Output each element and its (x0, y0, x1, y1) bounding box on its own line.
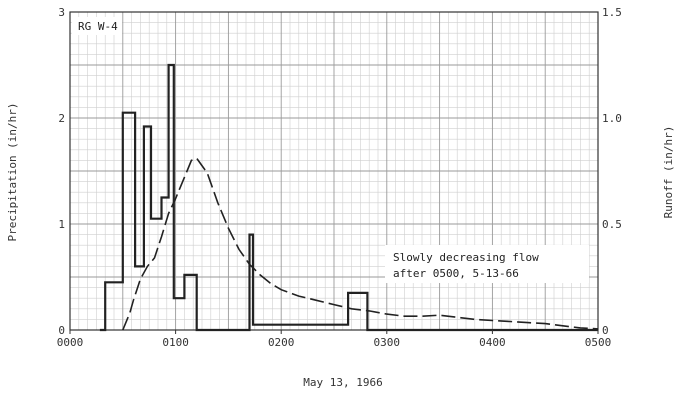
series-layer (99, 63, 599, 332)
annotation-line-2: after 0500, 5-13-66 (393, 267, 519, 280)
runoff-line (122, 157, 599, 331)
x-tick-label: 0200 (268, 336, 295, 349)
plot-frame (69, 11, 599, 331)
right-tick-label: 0.5 (602, 218, 622, 231)
gauge-label-box: RG W-4 (72, 17, 122, 35)
x-tick-label: 0100 (162, 336, 189, 349)
right-axis-title: Runoff (in/hr) (662, 126, 675, 219)
left-tick-label: 2 (58, 112, 65, 125)
gauge-label: RG W-4 (78, 20, 118, 33)
x-axis-title: May 13, 1966 (303, 376, 382, 389)
x-tick-label: 0300 (374, 336, 401, 349)
x-tick-label: 0400 (479, 336, 506, 349)
right-tick-label: 1.0 (602, 112, 622, 125)
annotation-line-1: Slowly decreasing flow (393, 251, 539, 264)
right-tick-label: 0 (602, 324, 609, 337)
precipitation-step-line (99, 63, 598, 332)
left-tick-label: 0 (58, 324, 65, 337)
annotation-box: Slowly decreasing flow after 0500, 5-13-… (385, 245, 589, 283)
left-tick-label: 3 (58, 6, 65, 19)
right-tick-label: 1.5 (602, 6, 622, 19)
left-tick-label: 1 (58, 218, 65, 231)
x-tick-label: 0000 (57, 336, 84, 349)
left-axis-title: Precipitation (in/hr) (6, 102, 19, 241)
x-tick-label: 0500 (585, 336, 612, 349)
